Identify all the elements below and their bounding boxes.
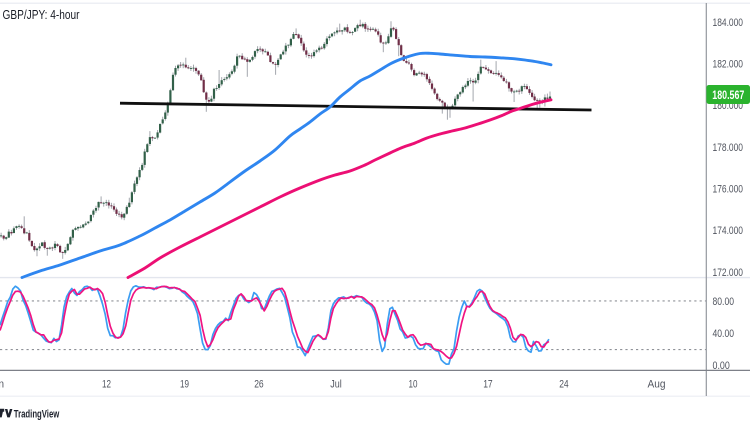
svg-text:Jun: Jun xyxy=(0,379,4,391)
svg-text:184.000: 184.000 xyxy=(713,17,744,29)
svg-text:10: 10 xyxy=(409,379,418,391)
svg-text:178.000: 178.000 xyxy=(713,142,744,154)
svg-text:12: 12 xyxy=(102,379,111,391)
svg-text:TradingView: TradingView xyxy=(14,408,60,420)
svg-text:174.000: 174.000 xyxy=(713,225,744,237)
svg-text:40.00: 40.00 xyxy=(713,328,735,340)
svg-text:182.000: 182.000 xyxy=(713,58,744,70)
svg-text:Aug: Aug xyxy=(648,379,666,391)
svg-text:17: 17 xyxy=(483,379,493,391)
svg-text:26: 26 xyxy=(254,379,264,391)
svg-text:172.000: 172.000 xyxy=(713,267,744,279)
svg-text:Jul: Jul xyxy=(330,379,342,391)
svg-text:19: 19 xyxy=(180,379,189,391)
svg-text:0.00: 0.00 xyxy=(713,360,730,372)
svg-text:176.000: 176.000 xyxy=(713,184,744,196)
svg-text:GBP/JPY: 4-hour: GBP/JPY: 4-hour xyxy=(3,7,81,22)
svg-text:180.567: 180.567 xyxy=(712,90,744,102)
svg-text:80.00: 80.00 xyxy=(713,296,735,308)
svg-text:24: 24 xyxy=(559,379,569,391)
